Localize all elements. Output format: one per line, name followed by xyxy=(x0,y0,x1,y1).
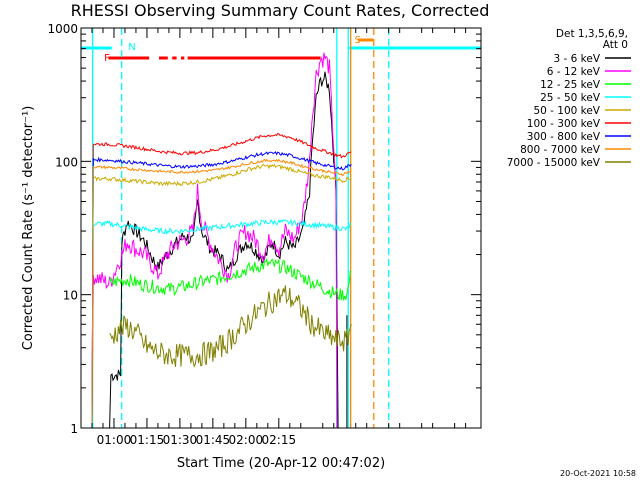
series-line-7 xyxy=(91,158,352,429)
x-tick-label: 01:30 xyxy=(163,433,198,447)
flag-bars: N F S xyxy=(81,35,481,64)
flag-label-s: S xyxy=(355,35,361,46)
legend-header: Det 1,3,5,6,9, xyxy=(556,28,628,40)
series-line-4 xyxy=(91,163,352,429)
legend-label: 3 - 6 keV xyxy=(553,53,600,65)
legend-label: 100 - 300 keV xyxy=(527,118,601,130)
series-line-6 xyxy=(91,151,352,429)
y-tick-label: 10 xyxy=(63,289,78,303)
legend-header: Att 0 xyxy=(603,39,628,51)
legend-label: 7000 - 15000 keV xyxy=(507,157,601,169)
series-line-2 xyxy=(109,257,352,301)
legend-label: 50 - 100 keV xyxy=(533,105,600,117)
x-tick-label: 01:00 xyxy=(97,433,132,447)
legend-label: 800 - 7000 keV xyxy=(520,144,601,156)
series-lines xyxy=(91,52,352,429)
y-tick-label: 1 xyxy=(70,422,78,436)
plot-frame xyxy=(80,27,482,429)
series-line-5 xyxy=(91,132,352,429)
timestamp: 20-Oct-2021 10:58 xyxy=(560,469,636,478)
flag-label-f: F xyxy=(104,53,110,64)
legend-label: 6 - 12 keV xyxy=(547,66,601,78)
legend-label: 300 - 800 keV xyxy=(527,131,601,143)
legend-label: 25 - 50 keV xyxy=(540,92,601,104)
series-line-3 xyxy=(91,218,352,429)
y-tick-label: 1000 xyxy=(47,22,78,36)
x-tick-label: 01:15 xyxy=(130,433,165,447)
x-tick-label: 01:45 xyxy=(196,433,231,447)
x-tick-label: 02:00 xyxy=(229,433,264,447)
y-axis-label: Corrected Count Rate (s⁻¹ detector⁻¹) xyxy=(21,106,36,351)
chart-title: RHESSI Observing Summary Count Rates, Co… xyxy=(71,1,490,20)
x-tick-label: 02:15 xyxy=(262,433,297,447)
y-tick-label: 100 xyxy=(55,155,78,169)
x-axis-label: Start Time (20-Apr-12 00:47:02) xyxy=(177,456,385,471)
flag-label-n: N xyxy=(128,42,135,53)
series-line-8 xyxy=(109,285,352,368)
legend-label: 12 - 25 keV xyxy=(540,79,601,91)
series-line-1 xyxy=(91,52,338,429)
